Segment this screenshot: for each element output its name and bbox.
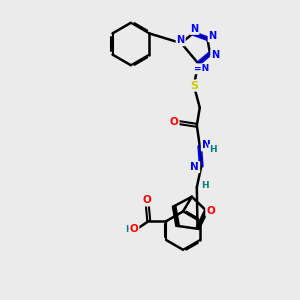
Text: N: N — [208, 31, 217, 41]
Text: O: O — [170, 117, 178, 128]
Text: O: O — [206, 206, 215, 216]
Text: O: O — [130, 224, 138, 234]
Text: N: N — [211, 50, 219, 60]
Text: H: H — [209, 145, 217, 154]
Text: H: H — [125, 225, 133, 234]
Text: N: N — [190, 162, 199, 172]
Text: N: N — [177, 35, 185, 45]
Text: O: O — [143, 195, 152, 206]
Text: N: N — [190, 24, 199, 34]
Text: =N: =N — [194, 64, 209, 73]
Text: S: S — [190, 81, 198, 91]
Text: N: N — [202, 140, 211, 150]
Text: H: H — [201, 182, 209, 190]
